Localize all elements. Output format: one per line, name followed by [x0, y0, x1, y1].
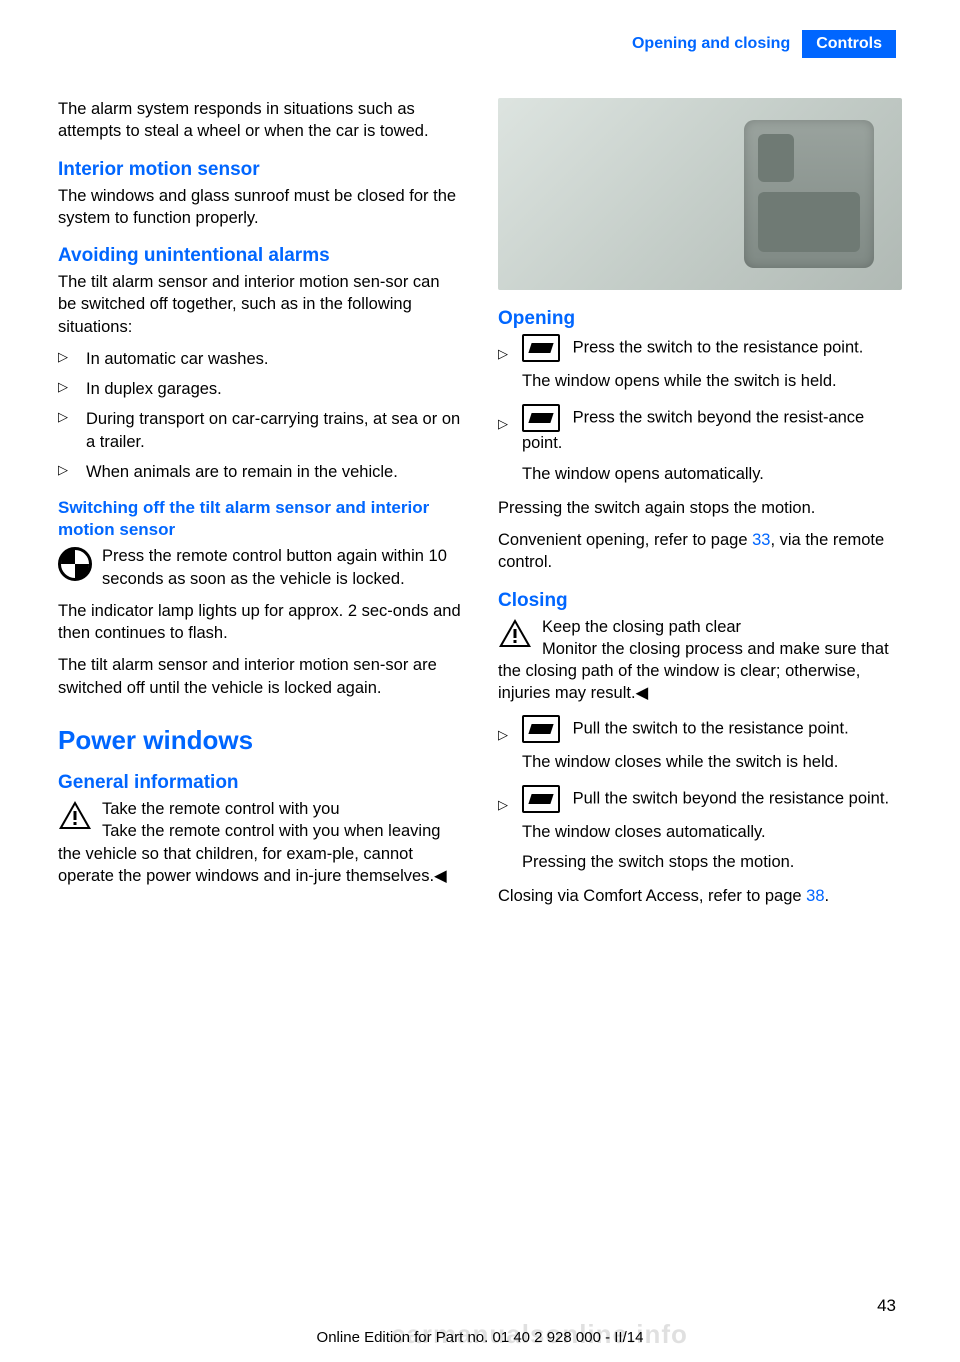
warning-icon — [58, 800, 92, 830]
heading-opening: Opening — [498, 308, 902, 330]
opening-step-1b: The window opens while the switch is hel… — [522, 370, 902, 392]
window-switch-icon — [522, 715, 560, 743]
opening-step-2: ▷ Press the switch beyond the resist‐anc… — [498, 404, 902, 493]
opening-step-2b: The window opens automatically. — [522, 463, 902, 485]
closing-warning-body: Monitor the closing process and make sur… — [498, 640, 889, 703]
avoiding-alarms-list: In automatic car washes. In duplex garag… — [58, 348, 462, 483]
heading-switching-off: Switching off the tilt alarm sensor and … — [58, 497, 462, 541]
heading-closing: Closing — [498, 590, 902, 612]
avoiding-alarms-paragraph: The tilt alarm sensor and interior motio… — [58, 271, 462, 338]
page-header: Opening and closing Controls — [632, 30, 896, 58]
opening-step-2a: Press the switch beyond the resist‐ance … — [522, 404, 902, 454]
page-link-38[interactable]: 38 — [806, 887, 824, 905]
page-number: 43 — [877, 1296, 896, 1316]
heading-power-windows: Power windows — [58, 725, 462, 756]
switchoff-paragraph-3: The tilt alarm sensor and interior motio… — [58, 654, 462, 699]
opening-step-1: ▷ Press the switch to the resistance poi… — [498, 334, 902, 400]
closing-step-1b: The window closes while the switch is he… — [522, 751, 902, 773]
heading-interior-motion: Interior motion sensor — [58, 159, 462, 181]
warning-icon — [498, 618, 532, 648]
closing-step-1a: Pull the switch to the resistance point. — [522, 715, 902, 743]
closing-step-2a-text: Pull the switch beyond the resistance po… — [573, 789, 889, 807]
bmw-logo-icon — [58, 547, 92, 581]
switchoff-paragraph-2: The indicator lamp lights up for approx.… — [58, 600, 462, 645]
closing-step-1a-text: Pull the switch to the resistance point. — [573, 719, 849, 737]
step-marker: ▷ — [498, 785, 512, 882]
switchoff-paragraph-1: Press the remote control button again wi… — [58, 545, 462, 590]
window-switch-icon — [522, 785, 560, 813]
list-item: In automatic car washes. — [58, 348, 462, 370]
opening-step-2a-text: Press the switch beyond the resist‐ance … — [522, 409, 864, 453]
door-panel-image — [498, 98, 902, 290]
list-item: During transport on car-carrying trains,… — [58, 408, 462, 453]
window-switch-icon — [522, 334, 560, 362]
right-column: Opening ▷ Press the switch to the resist… — [498, 98, 902, 918]
closing-step-1: ▷ Pull the switch to the resistance poin… — [498, 715, 902, 781]
general-info-paragraph: Take the remote control with you Take th… — [58, 798, 462, 887]
step-marker: ▷ — [498, 404, 512, 493]
intro-paragraph: The alarm system responds in situations … — [58, 98, 462, 143]
page-link-33[interactable]: 33 — [752, 531, 770, 549]
interior-motion-paragraph: The windows and glass sunroof must be cl… — [58, 185, 462, 230]
opening-step-1a-text: Press the switch to the resistance point… — [573, 338, 864, 356]
left-column: The alarm system responds in situations … — [58, 98, 462, 918]
step-marker: ▷ — [498, 715, 512, 781]
closing-warning-title: Keep the closing path clear — [542, 618, 741, 636]
closing-step-2b: The window closes automatically. — [522, 821, 902, 843]
closing-step-2a: Pull the switch beyond the resistance po… — [522, 785, 902, 813]
list-item: When animals are to remain in the vehicl… — [58, 461, 462, 483]
header-chapter: Opening and closing — [632, 30, 802, 58]
window-switch-icon — [522, 404, 560, 432]
opening-step-1a: Press the switch to the resistance point… — [522, 334, 902, 362]
general-info-body: Take the remote control with you when le… — [58, 822, 447, 885]
general-info-title: Take the remote control with you — [102, 800, 340, 818]
closing-note-b: . — [825, 887, 830, 905]
opening-note-2: Convenient opening, refer to page 33, vi… — [498, 529, 902, 574]
heading-general-info: General information — [58, 772, 462, 794]
closing-step-2: ▷ Pull the switch beyond the resistance … — [498, 785, 902, 882]
opening-note-1: Pressing the switch again stops the moti… — [498, 497, 902, 519]
closing-note-a: Closing via Comfort Access, refer to pag… — [498, 887, 806, 905]
opening-note-2a: Convenient opening, refer to page — [498, 531, 752, 549]
closing-note: Closing via Comfort Access, refer to pag… — [498, 885, 902, 907]
footer-text: Online Edition for Part no. 01 40 2 928 … — [0, 1329, 960, 1346]
closing-step-2c: Pressing the switch stops the motion. — [522, 851, 902, 873]
header-section: Controls — [802, 30, 896, 58]
content-area: The alarm system responds in situations … — [58, 98, 902, 918]
heading-avoiding-alarms: Avoiding unintentional alarms — [58, 245, 462, 267]
step-marker: ▷ — [498, 334, 512, 400]
switchoff-text-1: Press the remote control button again wi… — [102, 547, 447, 587]
closing-warning: Keep the closing path clear Monitor the … — [498, 616, 902, 705]
window-switch-panel-illustration — [744, 120, 874, 268]
list-item: In duplex garages. — [58, 378, 462, 400]
